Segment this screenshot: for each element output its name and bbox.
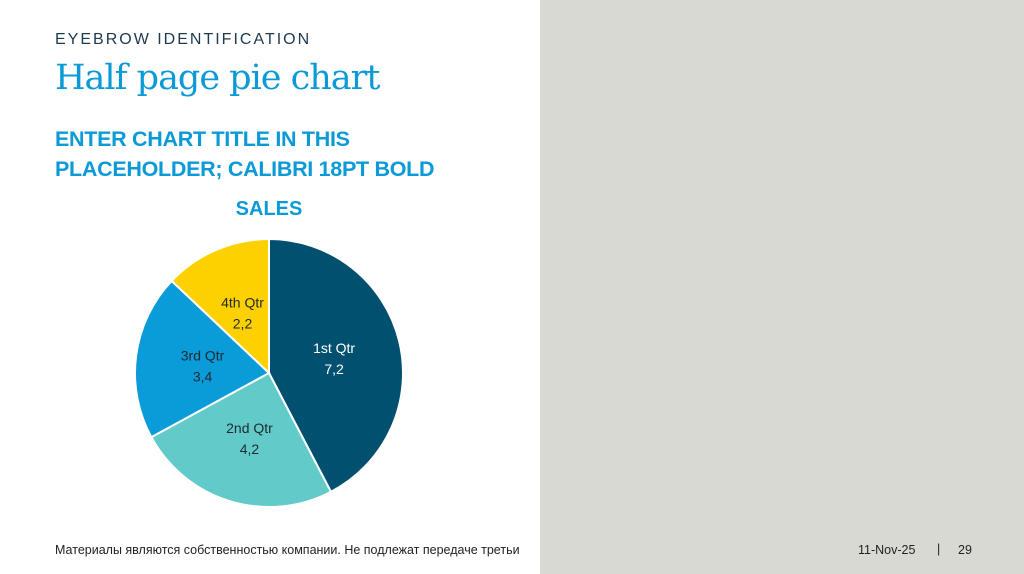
slice-value-label: 2,2 bbox=[233, 315, 253, 331]
slice-value-label: 3,4 bbox=[193, 368, 213, 384]
footer-separator: | bbox=[937, 542, 941, 556]
chart-heading: ENTER CHART TITLE IN THIS PLACEHOLDER; C… bbox=[55, 124, 435, 184]
eyebrow-label: EYEBROW IDENTIFICATION bbox=[55, 31, 312, 48]
footer-disclaimer: Материалы являются собственностью компан… bbox=[55, 543, 520, 557]
chart-heading-line: PLACEHOLDER; CALIBRI 18PT BOLD bbox=[55, 157, 435, 181]
footer-date: 11-Nov-25 bbox=[858, 543, 916, 557]
pie-slice-4 bbox=[170, 237, 270, 376]
chart-title: SALES bbox=[236, 198, 303, 220]
pie-slice-2 bbox=[149, 371, 333, 508]
slice-category-label: 1st Qtr bbox=[313, 340, 355, 356]
slice-category-label: 4th Qtr bbox=[221, 294, 264, 310]
pie-slice-3 bbox=[134, 279, 271, 439]
page-number: 29 bbox=[958, 543, 972, 557]
slice-value-label: 7,2 bbox=[324, 361, 344, 377]
slice-value-label: 4,2 bbox=[240, 441, 260, 457]
slice-category-label: 3rd Qtr bbox=[181, 347, 225, 363]
slide-title: Half page pie chart bbox=[55, 58, 380, 98]
pie-slice-1 bbox=[268, 237, 404, 494]
chart-heading-line: ENTER CHART TITLE IN THIS bbox=[55, 127, 350, 151]
slice-category-label: 2nd Qtr bbox=[226, 420, 273, 436]
pie-chart: SALES 1st Qtr 7,2 2nd Qtr 4,2 3rd Qtr 3,4 4th … bbox=[134, 198, 404, 508]
side-panel bbox=[540, 0, 1024, 574]
